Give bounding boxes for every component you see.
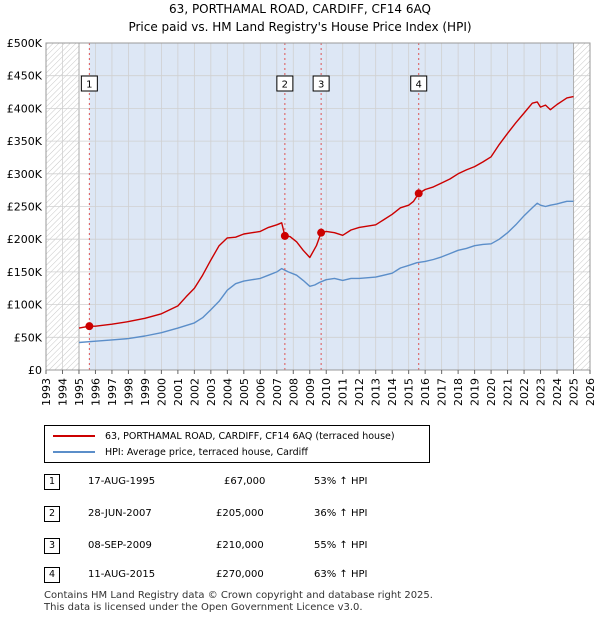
sale-price: £270,000 (216, 569, 264, 580)
sale-price: £205,000 (216, 508, 264, 519)
sale-price: £210,000 (216, 540, 264, 551)
legend-item-property: 63, PORTHAMAL ROAD, CARDIFF, CF14 6AQ (t… (53, 429, 395, 443)
y-tick-label: £150K (7, 266, 43, 279)
sale-point (280, 231, 289, 240)
x-tick-label: 2024 (551, 378, 564, 406)
x-tick-label: 2002 (188, 378, 201, 406)
x-tick-label: 2020 (485, 378, 498, 406)
x-tick-label: 2018 (452, 378, 465, 406)
x-tick-label: 2015 (403, 378, 416, 406)
x-tick-label: 2001 (172, 378, 185, 406)
legend-swatch-property (53, 435, 95, 437)
x-tick-label: 2014 (386, 378, 399, 406)
sale-number-badge: 4 (44, 567, 60, 583)
y-tick-label: £100K (7, 299, 43, 312)
x-tick-label: 1993 (40, 378, 53, 406)
x-tick-label: 2004 (221, 378, 234, 406)
x-tick-label: 2008 (287, 378, 300, 406)
sale-date: 11-AUG-2015 (88, 569, 156, 580)
legend-label-property: 63, PORTHAMAL ROAD, CARDIFF, CF14 6AQ (t… (105, 430, 395, 442)
y-tick-label: £300K (7, 168, 43, 181)
sale-hpi-change: 53% ↑ HPI (314, 476, 368, 487)
sale-point (317, 228, 326, 237)
legend-item-hpi: HPI: Average price, terraced house, Card… (53, 445, 308, 459)
sale-date: 17-AUG-1995 (88, 476, 156, 487)
sale-label-box (312, 75, 330, 92)
x-tick-label: 1997 (106, 378, 119, 406)
x-tick-label: 1998 (122, 378, 135, 406)
chart-legend: 63, PORTHAMAL ROAD, CARDIFF, CF14 6AQ (t… (44, 425, 430, 463)
y-tick-label: £450K (7, 70, 43, 83)
y-tick-label: £350K (7, 135, 43, 148)
sale-date: 28-JUN-2007 (88, 508, 152, 519)
property-price-line (78, 95, 574, 329)
x-tick-label: 2026 (584, 378, 597, 406)
x-tick-label: 2011 (337, 378, 350, 406)
sale-point (85, 322, 94, 331)
sale-number-badge: 3 (44, 538, 60, 554)
x-tick-label: 2012 (353, 378, 366, 406)
sale-hpi-change: 55% ↑ HPI (314, 540, 368, 551)
x-tick-label: 1999 (139, 378, 152, 406)
x-tick-label: 1995 (73, 378, 86, 406)
footer-copyright: Contains HM Land Registry data © Crown c… (44, 590, 433, 601)
price-chart: 1 2 3 4 £0 £50K £100K £150K £200K £250K £300K £350… (7, 37, 597, 406)
y-tick-label: £0 (28, 364, 42, 377)
x-tick-label: 2007 (271, 378, 284, 406)
sale-label-box (276, 75, 294, 92)
footer-licence: This data is licensed under the Open Gov… (44, 602, 363, 613)
x-tick-label: 2013 (370, 378, 383, 406)
y-tick-label: £400K (7, 102, 43, 115)
legend-label-hpi: HPI: Average price, terraced house, Card… (105, 446, 308, 458)
sale-date: 08-SEP-2009 (88, 540, 152, 551)
y-tick-label: £200K (7, 233, 43, 246)
x-tick-label: 2023 (535, 378, 548, 406)
sale-label: 3 (318, 80, 324, 91)
sale-label-box (410, 75, 428, 92)
x-tick-label: 1994 (56, 378, 69, 406)
x-tick-label: 2016 (419, 378, 432, 406)
sale-point (414, 189, 423, 198)
x-tick-label: 2025 (568, 378, 581, 406)
sale-hpi-change: 63% ↑ HPI (314, 569, 368, 580)
x-tick-label: 2003 (205, 378, 218, 406)
sale-hpi-change: 36% ↑ HPI (314, 508, 368, 519)
x-tick-label: 2019 (469, 378, 482, 406)
chart-subtitle: Price paid vs. HM Land Registry's House … (128, 20, 472, 34)
x-tick-label: 2000 (155, 378, 168, 406)
x-tick-label: 2017 (436, 378, 449, 406)
hpi-line (78, 200, 574, 344)
sale-label: 1 (86, 80, 92, 91)
sale-label: 2 (282, 80, 288, 91)
y-tick-label: £50K (14, 331, 43, 344)
plot-border (45, 42, 591, 371)
y-tick-label: £500K (7, 37, 43, 50)
x-tick-label: 2022 (518, 378, 531, 406)
y-tick-label: £250K (7, 201, 43, 214)
x-tick-label: 2009 (304, 378, 317, 406)
sale-number-badge: 1 (44, 474, 60, 490)
chart-title: 63, PORTHAMAL ROAD, CARDIFF, CF14 6AQ (169, 2, 431, 16)
x-tick-label: 2006 (254, 378, 267, 406)
sale-number-badge: 2 (44, 506, 60, 522)
x-tick-label: 2021 (502, 378, 515, 406)
x-tick-label: 2010 (320, 378, 333, 406)
sale-label-box (80, 75, 98, 92)
x-tick-label: 1996 (89, 378, 102, 406)
x-tick-label: 2005 (238, 378, 251, 406)
legend-swatch-hpi (53, 451, 95, 453)
sale-label: 4 (416, 80, 422, 91)
sale-price: £67,000 (224, 476, 266, 487)
